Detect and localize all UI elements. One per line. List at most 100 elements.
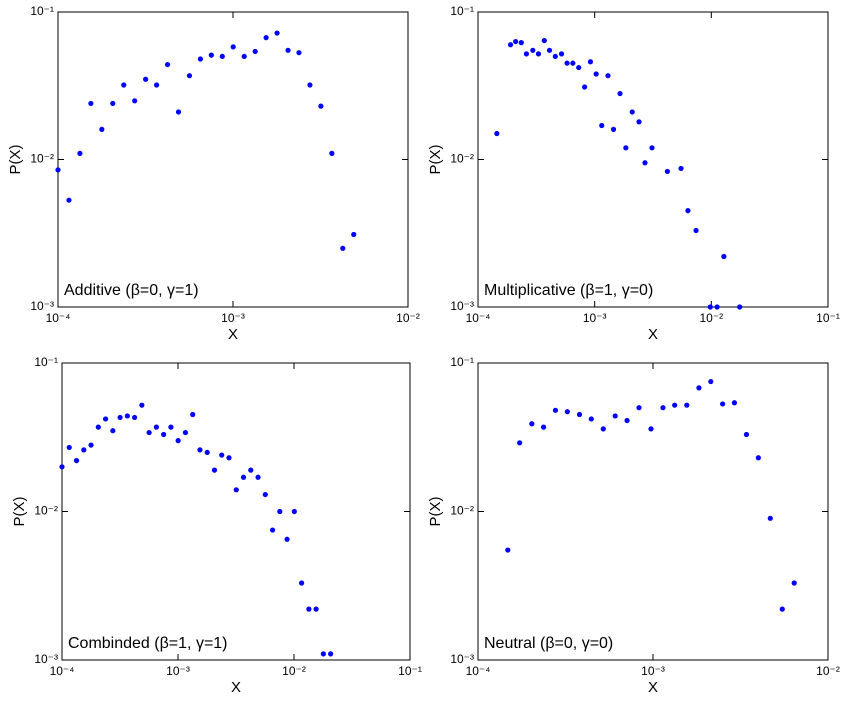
point bbox=[540, 424, 547, 430]
point bbox=[779, 606, 785, 612]
point bbox=[274, 30, 280, 36]
point bbox=[351, 231, 357, 238]
x-tick-label: 10⁻² bbox=[396, 311, 420, 325]
point bbox=[328, 651, 334, 657]
x-axis-label: X bbox=[648, 679, 658, 696]
point bbox=[132, 414, 138, 421]
point bbox=[599, 122, 605, 129]
y-tick-label: 10⁻¹ bbox=[30, 4, 54, 18]
point bbox=[299, 580, 305, 586]
point bbox=[636, 405, 642, 411]
point bbox=[320, 651, 326, 657]
x-tick-label: 10⁻⁴ bbox=[466, 664, 491, 678]
point bbox=[88, 442, 94, 448]
x-tick-label: 10⁻³ bbox=[166, 664, 190, 678]
point bbox=[546, 47, 553, 53]
plot-area bbox=[477, 11, 829, 308]
point bbox=[610, 126, 617, 132]
point bbox=[684, 402, 690, 408]
y-tick-label: 10⁻³ bbox=[34, 652, 58, 666]
point bbox=[153, 424, 159, 430]
x-tick-label: 10⁻⁴ bbox=[46, 311, 71, 325]
point bbox=[530, 47, 536, 53]
point bbox=[582, 84, 588, 90]
y-axis-label: P(X) bbox=[7, 144, 24, 174]
point bbox=[605, 73, 611, 79]
point bbox=[564, 60, 570, 66]
point bbox=[693, 227, 699, 234]
point bbox=[219, 452, 225, 458]
point bbox=[494, 130, 500, 137]
point bbox=[77, 150, 83, 156]
x-tick-label: 10⁻² bbox=[816, 664, 840, 678]
point bbox=[248, 467, 254, 473]
x-tick-label: 10⁻³ bbox=[583, 311, 607, 325]
point bbox=[182, 429, 189, 436]
point bbox=[721, 253, 727, 260]
point bbox=[99, 126, 105, 132]
point bbox=[186, 73, 193, 79]
point bbox=[263, 35, 269, 41]
point bbox=[660, 405, 666, 411]
point bbox=[743, 431, 750, 438]
point bbox=[518, 40, 524, 46]
point bbox=[340, 245, 346, 251]
point bbox=[612, 413, 618, 419]
point bbox=[73, 458, 80, 464]
point bbox=[685, 208, 691, 214]
point bbox=[576, 411, 583, 418]
x-tick-label: 10⁻⁴ bbox=[50, 664, 75, 678]
point bbox=[720, 401, 726, 407]
point bbox=[714, 304, 720, 310]
point bbox=[642, 160, 648, 166]
plot-area bbox=[57, 11, 409, 308]
point bbox=[664, 168, 670, 175]
point bbox=[507, 42, 514, 48]
point bbox=[132, 98, 138, 104]
point bbox=[153, 82, 160, 88]
point bbox=[570, 60, 576, 66]
y-tick-label: 10⁻³ bbox=[450, 299, 474, 313]
point bbox=[66, 197, 72, 203]
annotation: Combinded (β=1, γ=1) bbox=[68, 635, 228, 652]
point bbox=[629, 109, 635, 115]
point bbox=[175, 438, 181, 444]
annotation: Multiplicative (β=1, γ=0) bbox=[484, 282, 653, 299]
point bbox=[593, 71, 599, 77]
point bbox=[678, 165, 684, 172]
x-tick-label: 10⁻³ bbox=[221, 311, 245, 325]
x-axis-label: X bbox=[231, 679, 241, 696]
point bbox=[197, 447, 203, 453]
point bbox=[262, 491, 268, 498]
point bbox=[588, 416, 594, 422]
point bbox=[219, 53, 225, 60]
point bbox=[269, 527, 276, 533]
point bbox=[291, 508, 297, 515]
y-tick-label: 10⁻² bbox=[450, 152, 474, 166]
point bbox=[124, 413, 130, 419]
point bbox=[110, 428, 116, 434]
plot-area bbox=[61, 362, 411, 661]
point bbox=[226, 455, 232, 461]
point bbox=[168, 424, 174, 430]
point bbox=[617, 90, 623, 97]
point bbox=[696, 385, 702, 391]
point bbox=[139, 402, 145, 408]
y-tick-label: 10⁻¹ bbox=[450, 4, 474, 18]
point bbox=[587, 59, 594, 65]
point bbox=[624, 417, 630, 424]
y-axis-label: P(X) bbox=[427, 496, 444, 526]
point bbox=[161, 431, 167, 438]
point bbox=[277, 508, 283, 515]
point bbox=[313, 606, 319, 612]
point bbox=[121, 82, 127, 88]
point bbox=[552, 53, 558, 60]
point bbox=[623, 145, 629, 151]
point bbox=[541, 37, 547, 44]
point bbox=[110, 100, 116, 107]
annotation: Additive (β=0, γ=1) bbox=[64, 282, 199, 299]
point bbox=[755, 455, 761, 461]
point bbox=[600, 426, 606, 432]
point bbox=[329, 150, 335, 156]
